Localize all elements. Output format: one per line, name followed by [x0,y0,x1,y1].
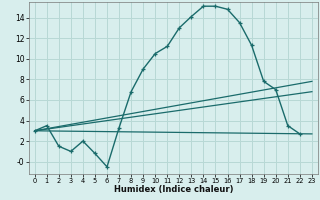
X-axis label: Humidex (Indice chaleur): Humidex (Indice chaleur) [114,185,233,194]
